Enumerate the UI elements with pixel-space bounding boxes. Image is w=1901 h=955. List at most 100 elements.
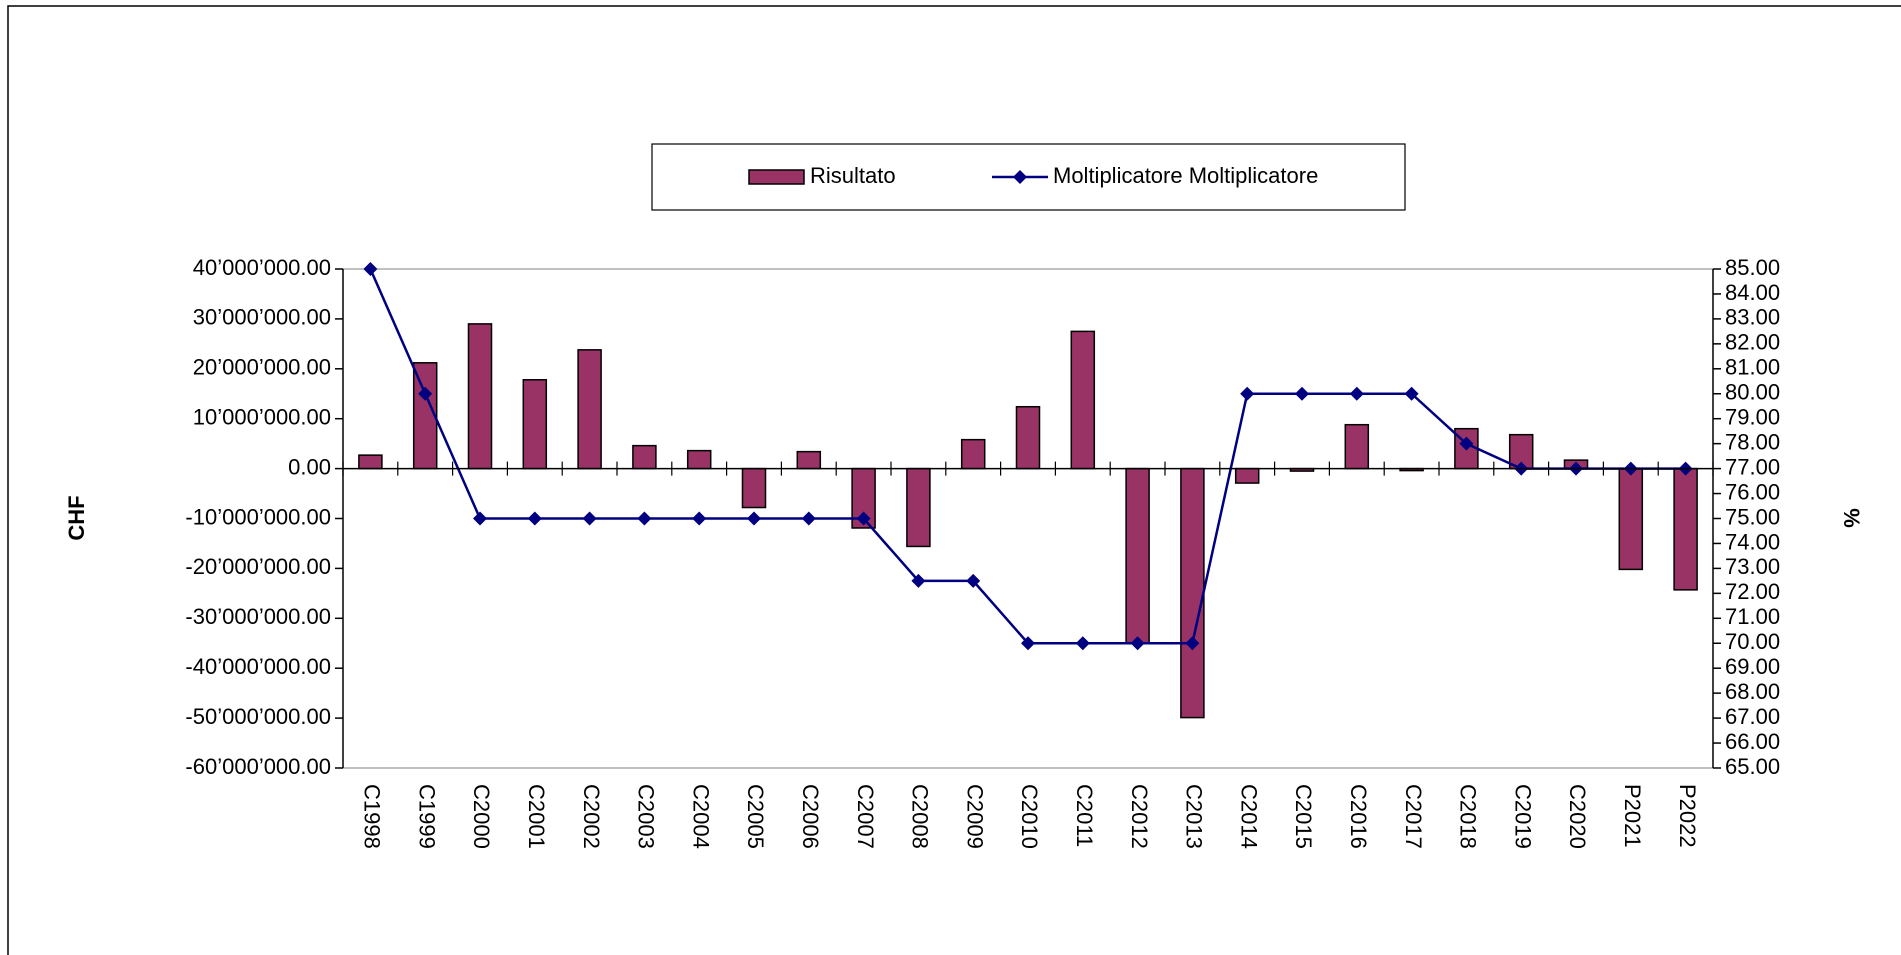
x-tick-label: C2003 — [634, 784, 659, 849]
marker — [527, 511, 542, 526]
y2-tick-label: 85.00 — [1725, 255, 1780, 280]
y2-tick-label: 72.00 — [1725, 579, 1780, 604]
marker — [1459, 436, 1474, 451]
x-tick-label: C2005 — [743, 784, 768, 849]
bar — [577, 349, 602, 470]
bar — [1070, 330, 1096, 470]
x-tick-label: C2013 — [1182, 784, 1207, 849]
x-tick-label: P2021 — [1620, 784, 1645, 848]
y-tick-label: -20’000’000.00 — [185, 554, 331, 579]
bar — [686, 449, 712, 470]
y2-tick-label: 82.00 — [1725, 330, 1780, 355]
x-tick-label: C2007 — [853, 784, 878, 849]
x-tick-label: C2019 — [1510, 784, 1535, 849]
y2-tick-label: 68.00 — [1725, 679, 1780, 704]
y2-tick-label: 67.00 — [1725, 704, 1780, 729]
bar — [412, 362, 438, 470]
y2-tick-label: 71.00 — [1725, 604, 1780, 629]
bar — [632, 444, 657, 470]
y-tick-label: -60’000’000.00 — [185, 754, 331, 779]
bar — [467, 323, 493, 470]
marker — [582, 511, 597, 526]
marker — [1185, 636, 1200, 651]
y2-tick-label: 79.00 — [1725, 405, 1780, 430]
bar — [796, 450, 822, 470]
y2-tick-label: 80.00 — [1725, 380, 1780, 405]
y2-tick-label: 66.00 — [1725, 729, 1780, 754]
y2-axis-label: % — [1839, 508, 1864, 528]
bar — [1344, 423, 1370, 470]
y2-tick-label: 75.00 — [1725, 504, 1780, 529]
marker — [1404, 386, 1419, 401]
y-tick-label: 0.00 — [288, 454, 331, 479]
bar — [1673, 467, 1698, 591]
marker — [856, 511, 871, 526]
marker — [637, 511, 652, 526]
marker — [1349, 386, 1364, 401]
marker — [1295, 386, 1309, 401]
bar — [906, 467, 931, 548]
marker — [1130, 636, 1145, 651]
x-tick-label: C2015 — [1291, 784, 1316, 849]
y-tick-label: -50’000’000.00 — [185, 704, 331, 729]
legend-label: Moltiplicatore Moltiplicatore — [1053, 163, 1318, 188]
y-tick-label: -40’000’000.00 — [185, 654, 331, 679]
y2-tick-label: 84.00 — [1725, 280, 1780, 305]
y-tick-label: 10’000’000.00 — [193, 405, 331, 430]
x-tick-label: P2022 — [1675, 784, 1700, 848]
x-tick-label: C2014 — [1236, 784, 1261, 849]
y-tick-label: 30’000’000.00 — [193, 305, 331, 330]
bar — [1180, 467, 1205, 719]
bar — [358, 454, 383, 470]
x-tick-label: C2020 — [1565, 784, 1590, 849]
y2-tick-label: 69.00 — [1725, 654, 1780, 679]
y2-tick-label: 83.00 — [1725, 305, 1780, 330]
x-tick-label: C2001 — [524, 784, 549, 849]
x-tick-label: C2004 — [688, 784, 713, 849]
marker — [747, 511, 761, 526]
y2-tick-label: 74.00 — [1725, 529, 1780, 554]
y-axis-label: CHF — [64, 495, 89, 540]
x-tick-label: C2016 — [1346, 784, 1371, 849]
x-tick-label: C2018 — [1456, 784, 1481, 849]
marker — [1075, 636, 1090, 651]
y-tick-label: 20’000’000.00 — [193, 355, 331, 380]
bar — [1015, 405, 1041, 470]
bar — [960, 438, 986, 470]
marker — [911, 573, 926, 588]
marker — [473, 511, 487, 526]
x-tick-label: C2011 — [1072, 784, 1097, 847]
x-tick-label: C2012 — [1127, 784, 1152, 849]
bar — [741, 467, 767, 509]
chart-frame — [7, 5, 1901, 955]
marker — [418, 386, 433, 401]
bar — [522, 379, 548, 470]
y2-tick-label: 70.00 — [1725, 629, 1780, 654]
legend-label: Risultato — [810, 163, 896, 188]
y2-tick-label: 78.00 — [1725, 429, 1780, 454]
bar — [1618, 467, 1644, 571]
legend-marker — [1013, 170, 1027, 184]
y-tick-label: -30’000’000.00 — [185, 604, 331, 629]
x-tick-label: C2006 — [798, 784, 823, 849]
y2-tick-label: 65.00 — [1725, 754, 1780, 779]
x-tick-label: C2000 — [469, 784, 494, 849]
marker — [1021, 636, 1035, 651]
x-tick-label: C1998 — [360, 784, 385, 849]
marker — [692, 511, 707, 526]
marker — [1240, 386, 1255, 401]
marker — [363, 262, 378, 276]
y2-tick-label: 76.00 — [1725, 479, 1780, 504]
y-tick-label: -10’000’000.00 — [185, 504, 331, 529]
x-tick-label: C2008 — [908, 784, 933, 849]
bar — [1125, 467, 1150, 644]
bar — [1234, 467, 1260, 484]
x-tick-label: C2009 — [962, 784, 987, 849]
x-tick-label: C2010 — [1017, 784, 1042, 849]
y2-tick-label: 81.00 — [1725, 355, 1780, 380]
marker — [966, 573, 981, 588]
x-tick-label: C2017 — [1401, 784, 1426, 849]
x-tick-label: C2002 — [579, 784, 604, 849]
marker — [801, 511, 816, 526]
